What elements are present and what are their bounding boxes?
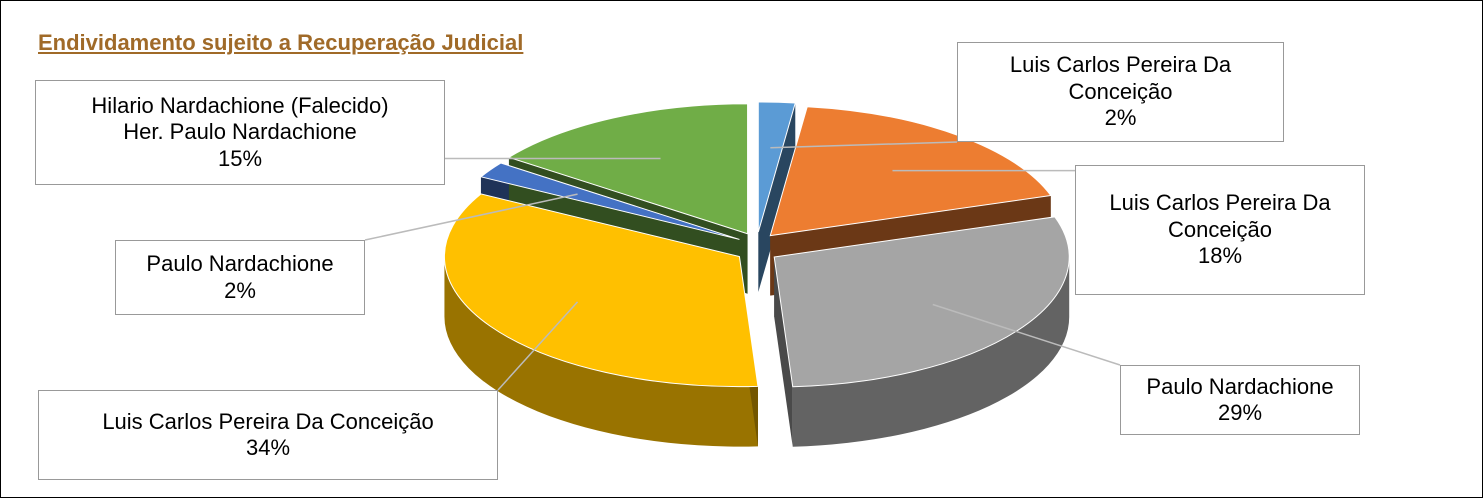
data-label: Paulo Nardachione 2% xyxy=(115,240,365,315)
label-value: 2% xyxy=(1104,105,1137,131)
slice xyxy=(507,103,749,235)
label-category: Paulo Nardachione xyxy=(1146,373,1334,399)
label-category: Luis Carlos Pereira Da Conceição xyxy=(1009,52,1232,104)
slice xyxy=(773,216,1070,388)
data-label: Luis Carlos Pereira Da Conceição 34% xyxy=(38,390,498,480)
chart-title: Endividamento sujeito a Recuperação Judi… xyxy=(38,30,524,55)
data-label: Paulo Nardachione 29% xyxy=(1120,365,1360,435)
data-label: Luis Carlos Pereira Da Conceição 18% xyxy=(1075,165,1365,295)
slice-side xyxy=(792,256,1070,447)
label-value: 29% xyxy=(1217,400,1263,425)
label-value: 34% xyxy=(245,435,291,460)
label-value: 18% xyxy=(1197,243,1243,269)
label-category: Paulo Nardachione xyxy=(146,251,334,277)
leader-line xyxy=(770,141,958,149)
label-value: 2% xyxy=(224,277,256,303)
slice xyxy=(757,101,796,233)
label-value: 15% xyxy=(217,145,263,171)
data-label: Luis Carlos Pereira Da Conceição 2% xyxy=(957,42,1284,142)
leader-line xyxy=(497,301,579,391)
slice-side xyxy=(444,256,758,447)
slice xyxy=(443,193,759,388)
label-category: Luis Carlos Pereira Da Conceição xyxy=(102,408,434,434)
slice xyxy=(479,162,740,240)
slice-cut xyxy=(758,103,796,293)
label-category: Luis Carlos Pereira Da Conceição xyxy=(1109,190,1331,242)
data-label: Hilario Nardachione (Falecido) Her. Paul… xyxy=(35,80,445,185)
slice-cut xyxy=(774,256,793,447)
leader-line xyxy=(364,193,578,241)
label-category: Hilario Nardachione (Falecido) Her. Paul… xyxy=(91,92,389,145)
leader-line xyxy=(932,303,1121,366)
